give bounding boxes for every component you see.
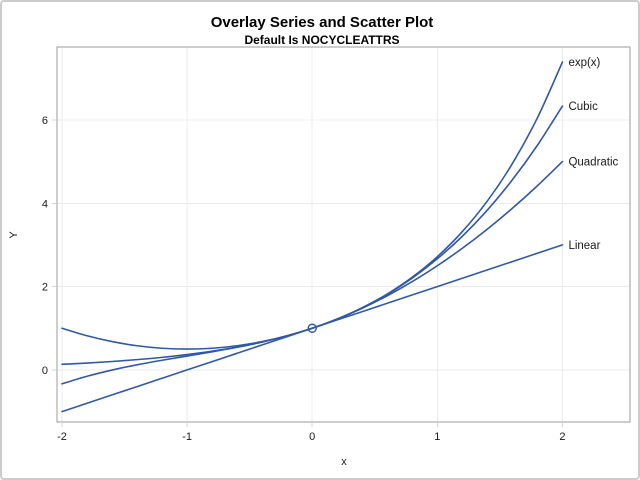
- curve-label-linear: Linear: [568, 240, 600, 252]
- series-linear: [61, 244, 564, 413]
- x-tick-label: -1: [182, 431, 192, 443]
- y-tick-label: 2: [42, 282, 48, 294]
- axis-tick-labels: -2 -1 0 1 2 0 2 4 6: [42, 115, 566, 443]
- scatter-markers: [307, 323, 317, 333]
- gridlines: [57, 47, 630, 422]
- y-tick-label: 4: [42, 198, 48, 210]
- curve-label-quadratic: Quadratic: [568, 157, 618, 169]
- plot-wall: [57, 47, 630, 422]
- chart-title: Overlay Series and Scatter Plot: [211, 14, 434, 31]
- y-axis-label: Y: [8, 231, 20, 239]
- axis-ticks: [52, 119, 563, 427]
- plot-frame: [56, 46, 631, 423]
- curve-label-exp: exp(x): [568, 57, 600, 69]
- y-tick-label: 0: [42, 365, 48, 377]
- x-tick-label: 1: [434, 431, 440, 443]
- curve-labels: exp(x) Cubic Quadratic Linear: [568, 57, 618, 252]
- chart-subtitle: Default Is NOCYCLEATTRS: [244, 33, 399, 47]
- x-tick-label: -2: [57, 431, 67, 443]
- y-tick-label: 6: [42, 115, 48, 127]
- scatter-point: [307, 323, 317, 333]
- x-tick-label: 0: [309, 431, 315, 443]
- series-lines: [61, 61, 564, 413]
- x-tick-label: 2: [559, 431, 565, 443]
- x-axis-label: x: [341, 456, 347, 468]
- curve-label-cubic: Cubic: [568, 101, 598, 113]
